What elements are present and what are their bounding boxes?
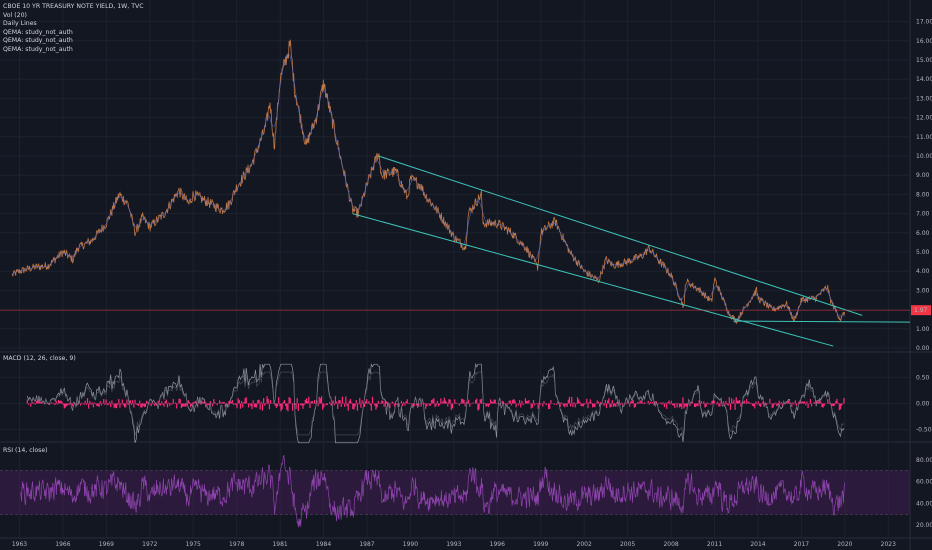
y-tick-label: 7.00 (916, 211, 930, 218)
macd-tick-label: 0.50 (916, 374, 930, 381)
y-tick-label: 17.00 (916, 19, 932, 26)
rsi-label[interactable]: RSI (14, close) (3, 447, 48, 454)
rsi-tick-label: 40.00 (916, 500, 932, 507)
macd-tick-label: -0.50 (916, 427, 932, 434)
y-tick-label: 8.00 (916, 191, 930, 198)
y-tick-label: 10.00 (916, 153, 932, 160)
x-tick-label: 1987 (359, 541, 374, 548)
x-tick-label: 1996 (490, 541, 505, 548)
rsi-tick-label: 60.00 (916, 479, 932, 486)
price-badge-value: 1.97 (914, 307, 928, 314)
x-tick-label: 2017 (794, 541, 809, 548)
support-line (733, 320, 911, 323)
x-tick-label: 2020 (837, 541, 852, 548)
x-tick-label: 1981 (272, 541, 287, 548)
y-tick-label: 11.00 (916, 134, 932, 141)
x-tick-label: 1972 (142, 541, 157, 548)
x-tick-label: 1975 (186, 541, 201, 548)
y-tick-label: 0.00 (916, 345, 930, 352)
macd-label[interactable]: MACD (12, 26, close, 9) (3, 355, 76, 362)
x-tick-label: 1993 (446, 541, 461, 548)
legend-title: CBOE 10 YR TREASURY NOTE YIELD, 1W, TVC (3, 3, 144, 10)
x-tick-label: 2014 (750, 541, 765, 548)
y-tick-label: 4.00 (916, 268, 930, 275)
x-tick-label: 1990 (403, 541, 418, 548)
legend-qema-1[interactable]: QEMA: study_not_auth (3, 28, 73, 36)
macd-tick-label: 0.00 (916, 401, 930, 408)
legend-vol[interactable]: Vol (20) (3, 11, 27, 19)
x-tick-label: 2002 (577, 541, 592, 548)
y-tick-label: 15.00 (916, 57, 932, 64)
y-tick-label: 5.00 (916, 249, 930, 256)
chart-legend: CBOE 10 YR TREASURY NOTE YIELD, 1W, TVC … (3, 3, 144, 55)
channel-upper-line (378, 155, 863, 316)
x-tick-label: 1999 (533, 541, 548, 548)
y-tick-label: 16.00 (916, 38, 932, 45)
y-tick-label: 9.00 (916, 172, 930, 179)
moving-average-line (12, 53, 845, 320)
price-badge (911, 305, 931, 316)
y-tick-label: 12.00 (916, 115, 932, 122)
y-tick-label: 3.00 (916, 287, 930, 294)
y-tick-label: 6.00 (916, 230, 930, 237)
macd-line (26, 362, 845, 444)
x-tick-label: 1969 (99, 541, 114, 548)
x-tick-label: 1963 (12, 541, 27, 548)
x-tick-label: 1978 (229, 541, 244, 548)
price-series-line (11, 39, 845, 324)
y-tick-label: 13.00 (916, 95, 932, 102)
rsi-line (19, 454, 845, 528)
legend-daily-lines[interactable]: Daily Lines (3, 20, 37, 28)
legend-qema-2[interactable]: QEMA: study_not_auth (3, 37, 73, 45)
x-tick-label: 2008 (663, 541, 678, 548)
x-tick-label: 2005 (620, 541, 635, 548)
channel-lower-line (352, 213, 834, 347)
rsi-tick-label: 20.00 (916, 522, 932, 529)
legend-qema-3[interactable]: QEMA: study_not_auth (3, 45, 73, 53)
y-tick-label: 14.00 (916, 76, 932, 83)
rsi-tick-label: 80.00 (916, 457, 932, 464)
x-tick-label: 2011 (707, 541, 722, 548)
x-tick-label: 1984 (316, 541, 331, 548)
macd-signal-line (27, 370, 845, 437)
x-tick-label: 1966 (55, 541, 70, 548)
x-tick-label: 2023 (881, 541, 896, 548)
y-tick-label: 1.00 (916, 326, 930, 333)
